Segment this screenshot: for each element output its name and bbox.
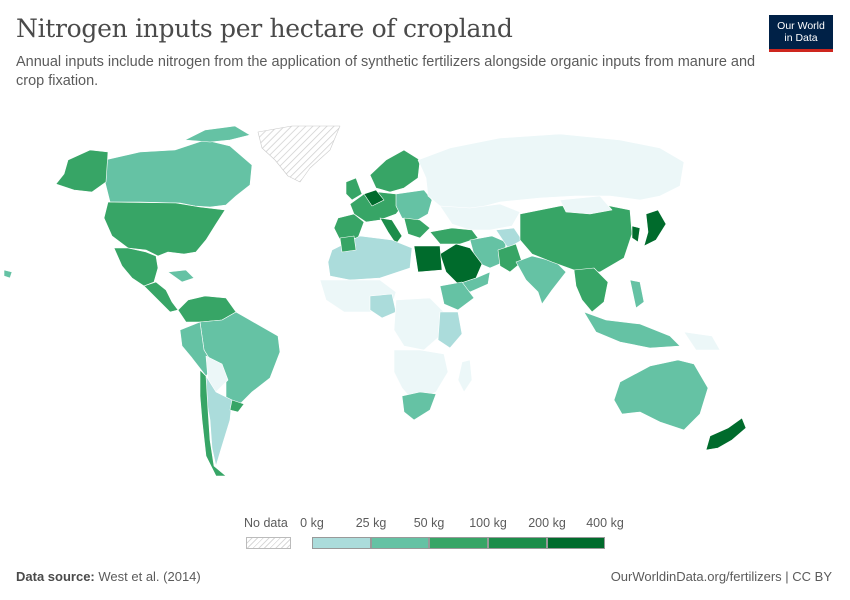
- region-russia[interactable]: [417, 133, 685, 211]
- region-eastern-europe[interactable]: [395, 189, 433, 223]
- owid-logo[interactable]: Our World in Data: [769, 15, 833, 52]
- region-arctic-islands[interactable]: [184, 125, 251, 143]
- region-nigeria[interactable]: [369, 293, 397, 319]
- chart-title: Nitrogen inputs per hectare of cropland: [16, 14, 513, 43]
- data-source: Data source: West et al. (2014): [16, 569, 201, 584]
- legend-label-50: 50 kg: [413, 516, 445, 530]
- region-philippines[interactable]: [629, 279, 645, 309]
- region-italy[interactable]: [379, 217, 403, 245]
- region-korea[interactable]: [631, 225, 641, 243]
- region-balkans[interactable]: [403, 217, 431, 239]
- region-south-africa[interactable]: [401, 391, 437, 421]
- region-southern-africa[interactable]: [393, 349, 449, 403]
- logo-line-2: in Data: [784, 32, 818, 44]
- region-caribbean[interactable]: [167, 269, 195, 283]
- region-madagascar[interactable]: [457, 359, 473, 393]
- region-india[interactable]: [515, 255, 567, 305]
- legend-label-400: 400 kg: [586, 516, 624, 530]
- footer-url[interactable]: OurWorldinData.org/fertilizers | CC BY: [610, 569, 832, 584]
- legend-label-0: 0 kg: [300, 516, 324, 530]
- world-map: [3, 125, 747, 477]
- region-paraguay[interactable]: [205, 355, 229, 393]
- region-netherlands-belgium[interactable]: [363, 189, 385, 207]
- legend-no-data-swatch[interactable]: [246, 537, 291, 549]
- legend-label-25: 25 kg: [355, 516, 387, 530]
- region-saudi-arabia[interactable]: [439, 243, 483, 285]
- region-morocco[interactable]: [339, 235, 357, 253]
- region-scandinavia[interactable]: [369, 149, 421, 193]
- legend-no-data-label: No data: [244, 516, 288, 530]
- legend-bin-25-50[interactable]: [371, 537, 429, 549]
- region-kazakhstan[interactable]: [439, 203, 521, 231]
- region-hawaii[interactable]: [3, 269, 13, 279]
- region-canada[interactable]: [104, 139, 253, 208]
- region-greenland[interactable]: [257, 125, 341, 183]
- legend-bin-50-100[interactable]: [429, 537, 488, 549]
- chart-subtitle: Annual inputs include nitrogen from the …: [16, 54, 756, 89]
- legend-bin-100-200[interactable]: [488, 537, 547, 549]
- data-source-value[interactable]: West et al. (2014): [98, 569, 201, 584]
- region-turkey[interactable]: [429, 227, 479, 245]
- map-legend: No data 0 kg 25 kg 50 kg 100 kg 200 kg 4…: [238, 516, 624, 552]
- region-ethiopia[interactable]: [439, 281, 475, 311]
- region-malaysia-indonesia[interactable]: [583, 311, 681, 349]
- legend-bin-0-25[interactable]: [312, 537, 371, 549]
- region-chile[interactable]: [199, 369, 227, 477]
- region-mongolia[interactable]: [559, 195, 613, 215]
- region-central-america[interactable]: [143, 281, 179, 313]
- region-new-zealand[interactable]: [705, 417, 747, 451]
- region-egypt[interactable]: [413, 245, 443, 273]
- region-usa[interactable]: [103, 201, 226, 257]
- region-japan[interactable]: [643, 209, 667, 247]
- logo-line-1: Our World: [777, 20, 825, 32]
- region-uk[interactable]: [345, 177, 363, 201]
- region-uruguay[interactable]: [229, 399, 245, 413]
- region-mexico[interactable]: [113, 247, 159, 287]
- region-central-africa[interactable]: [393, 297, 445, 351]
- data-source-label: Data source:: [16, 569, 95, 584]
- region-alaska[interactable]: [55, 149, 109, 193]
- legend-bin-200-400[interactable]: [547, 537, 605, 549]
- legend-label-200: 200 kg: [528, 516, 566, 530]
- legend-label-100: 100 kg: [469, 516, 507, 530]
- region-australia[interactable]: [613, 359, 709, 431]
- region-pakistan[interactable]: [497, 243, 523, 273]
- region-mainland-sea[interactable]: [573, 267, 609, 313]
- region-new-guinea[interactable]: [683, 331, 721, 351]
- region-east-africa[interactable]: [437, 311, 463, 349]
